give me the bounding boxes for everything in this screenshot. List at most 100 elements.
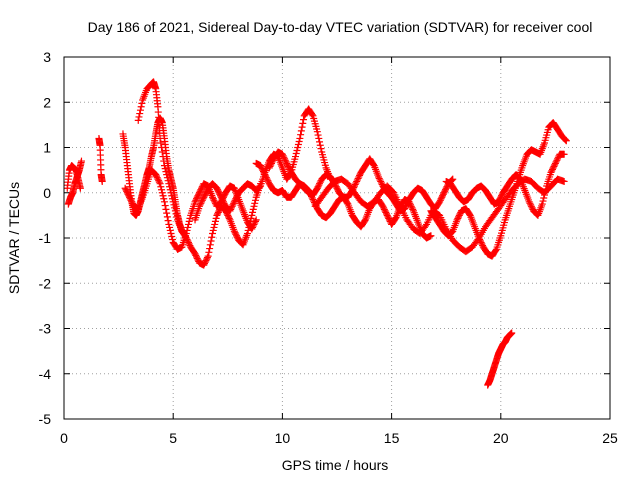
data-point-marker (355, 173, 363, 181)
data-point-marker (209, 226, 217, 234)
data-point-marker (228, 202, 236, 210)
data-point-marker (225, 214, 233, 222)
data-point-marker (156, 134, 164, 142)
data-point-marker (296, 134, 304, 142)
x-axis-label: GPS time / hours (282, 457, 389, 473)
data-point-marker (98, 177, 106, 185)
data-point-marker (259, 166, 267, 174)
data-point-marker (478, 240, 486, 248)
data-point-marker (216, 190, 224, 198)
data-point-marker (173, 213, 181, 221)
data-point-marker (219, 198, 227, 206)
data-point-marker (191, 198, 199, 206)
data-point-marker (267, 159, 275, 167)
data-point-marker (201, 260, 209, 268)
data-point-marker (314, 183, 322, 191)
y-tick-label: -5 (39, 411, 52, 427)
data-point-marker (375, 174, 383, 182)
data-point-marker (163, 171, 171, 179)
data-point-marker (265, 164, 273, 172)
data-point-marker (453, 216, 461, 224)
y-tick-label: -4 (39, 366, 52, 382)
data-point-marker (206, 241, 214, 249)
data-point-marker (158, 144, 166, 151)
data-point-marker (316, 178, 324, 186)
y-tick-label: 1 (43, 140, 51, 156)
data-point-marker (195, 189, 203, 197)
data-point-marker (298, 123, 306, 131)
data-point-marker (356, 171, 364, 179)
data-point-marker (299, 119, 307, 127)
data-point-marker (449, 175, 457, 183)
data-point-marker (552, 158, 560, 166)
data-point-marker (249, 223, 257, 231)
data-point-marker (226, 207, 234, 215)
data-point-marker (184, 223, 192, 231)
data-point-marker (528, 204, 536, 212)
data-point-marker (264, 177, 272, 185)
data-point-marker (165, 180, 173, 188)
data-point-marker (76, 184, 84, 192)
data-point-marker (492, 246, 500, 254)
data-point-marker (128, 198, 136, 206)
data-point-marker (316, 180, 324, 188)
data-point-marker (380, 204, 388, 212)
data-point-marker (293, 147, 301, 155)
data-point-marker (138, 99, 146, 107)
data-point-marker (427, 232, 435, 240)
data-point-marker (267, 161, 275, 169)
data-point-marker (409, 205, 417, 213)
data-point-marker (231, 196, 239, 204)
data-point-marker (230, 227, 238, 235)
data-point-marker (192, 196, 200, 204)
data-point-marker (220, 199, 228, 207)
data-point-marker (250, 202, 258, 210)
data-point-marker (383, 211, 391, 219)
data-point-marker (121, 184, 129, 192)
data-point-marker (167, 229, 175, 237)
data-point-marker (230, 199, 238, 207)
data-point-marker (540, 194, 548, 202)
data-point-marker (540, 191, 548, 199)
data-point-marker (441, 187, 449, 195)
data-point-marker (214, 187, 222, 195)
data-point-marker (538, 200, 546, 208)
data-point-marker (171, 204, 179, 212)
data-point-marker (160, 162, 168, 170)
data-point-marker (123, 189, 131, 197)
x-tick-label: 10 (275, 430, 291, 446)
data-point-marker (202, 257, 210, 265)
data-point-marker (204, 252, 212, 260)
data-point-marker (455, 213, 463, 221)
data-point-marker (438, 193, 446, 201)
data-point-marker (232, 230, 240, 238)
data-point-marker (260, 169, 268, 177)
data-point-marker (439, 192, 447, 200)
data-point-marker (251, 199, 259, 207)
data-point-marker (379, 202, 387, 210)
data-point-marker (161, 165, 169, 173)
data-point-marker (134, 116, 142, 124)
data-point-marker (333, 184, 341, 192)
data-point-marker (201, 192, 209, 200)
data-point-marker (198, 198, 206, 206)
data-point-marker (442, 184, 450, 192)
data-point-marker (248, 225, 256, 233)
data-point-marker (192, 253, 200, 261)
chart-title: Day 186 of 2021, Sidereal Day-to-day VTE… (88, 19, 593, 35)
data-point-marker (198, 184, 206, 192)
data-point-marker (214, 186, 222, 194)
data-point-marker (205, 248, 213, 256)
data-point-marker (259, 168, 267, 176)
data-point-marker (211, 217, 219, 225)
data-point-marker (266, 162, 274, 170)
data-point-marker (192, 195, 200, 203)
data-point-marker (252, 216, 260, 224)
data-point-marker (155, 177, 163, 185)
data-point-marker (440, 189, 448, 197)
data-point-marker (164, 177, 172, 185)
data-point-marker (377, 179, 385, 187)
data-point-marker (374, 173, 382, 181)
data-point-marker (166, 186, 174, 194)
data-point-marker (548, 165, 556, 173)
